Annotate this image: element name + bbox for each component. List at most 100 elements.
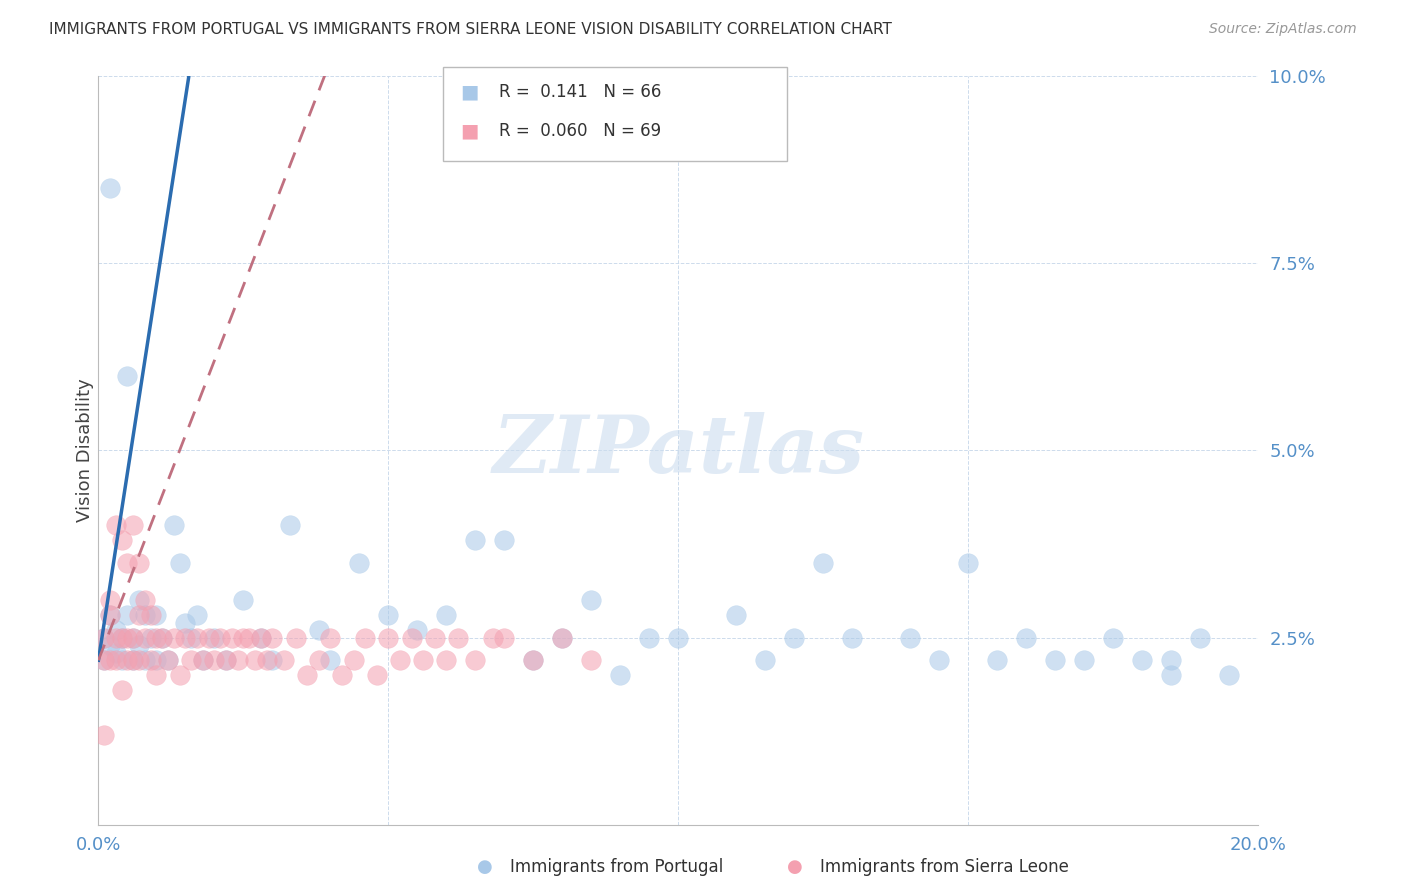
Point — [308, 624, 330, 638]
Point — [609, 668, 631, 682]
Point — [163, 518, 186, 533]
Point — [111, 631, 132, 645]
Text: ●: ● — [786, 858, 803, 876]
Point — [122, 631, 145, 645]
Point — [308, 653, 330, 667]
Point — [243, 653, 266, 667]
Point — [204, 653, 226, 667]
Point — [481, 631, 505, 645]
Point — [250, 631, 273, 645]
Text: ●: ● — [477, 858, 494, 876]
Point — [754, 653, 776, 667]
Point — [134, 608, 156, 623]
Point — [191, 653, 214, 667]
Point — [638, 631, 661, 645]
Point — [841, 631, 863, 645]
Point — [1102, 631, 1125, 645]
Text: Immigrants from Portugal: Immigrants from Portugal — [510, 858, 724, 876]
Point — [226, 653, 249, 667]
Point — [262, 631, 284, 645]
Point — [163, 631, 186, 645]
Point — [238, 631, 260, 645]
Point — [725, 608, 748, 623]
Point — [284, 631, 307, 645]
Point — [186, 631, 208, 645]
Point — [180, 653, 202, 667]
Point — [377, 608, 399, 623]
Point — [128, 593, 150, 607]
Point — [928, 653, 950, 667]
Text: Immigrants from Sierra Leone: Immigrants from Sierra Leone — [820, 858, 1069, 876]
Point — [366, 668, 388, 682]
Point — [551, 631, 574, 645]
Point — [666, 631, 689, 645]
Point — [1073, 653, 1095, 667]
Point — [111, 653, 132, 667]
Point — [436, 608, 458, 623]
Text: IMMIGRANTS FROM PORTUGAL VS IMMIGRANTS FROM SIERRA LEONE VISION DISABILITY CORRE: IMMIGRANTS FROM PORTUGAL VS IMMIGRANTS F… — [49, 22, 891, 37]
Point — [319, 631, 342, 645]
Point — [174, 631, 197, 645]
Point — [1160, 653, 1182, 667]
Point — [209, 631, 232, 645]
Point — [134, 593, 156, 607]
Point — [256, 653, 278, 667]
Point — [900, 631, 922, 645]
Point — [986, 653, 1008, 667]
Point — [93, 631, 115, 645]
Point — [128, 653, 150, 667]
Point — [157, 653, 180, 667]
Point — [412, 653, 434, 667]
Point — [522, 653, 544, 667]
Point — [104, 646, 127, 660]
Point — [204, 631, 226, 645]
Point — [111, 533, 132, 548]
Point — [104, 653, 127, 667]
Point — [139, 631, 162, 645]
Text: ■: ■ — [460, 82, 478, 102]
Point — [551, 631, 574, 645]
Point — [98, 653, 121, 667]
Point — [150, 631, 173, 645]
Point — [388, 653, 412, 667]
Point — [349, 556, 371, 570]
Point — [197, 631, 219, 645]
Point — [406, 624, 429, 638]
Point — [174, 615, 197, 630]
Point — [464, 653, 486, 667]
Point — [436, 653, 458, 667]
Point — [278, 518, 301, 533]
Point — [117, 556, 139, 570]
Point — [354, 631, 377, 645]
Point — [215, 653, 238, 667]
Point — [98, 608, 121, 623]
Point — [93, 631, 115, 645]
Point — [117, 631, 139, 645]
Point — [145, 653, 167, 667]
Point — [401, 631, 423, 645]
Point — [104, 518, 127, 533]
Text: ■: ■ — [460, 121, 478, 141]
Point — [93, 653, 115, 667]
Point — [330, 668, 353, 682]
Point — [157, 653, 180, 667]
Point — [98, 608, 121, 623]
Point — [522, 653, 544, 667]
Point — [145, 631, 167, 645]
Point — [117, 653, 139, 667]
Point — [180, 631, 202, 645]
Point — [581, 593, 603, 607]
Point — [117, 368, 139, 383]
Point — [111, 683, 132, 698]
Point — [145, 608, 167, 623]
Point — [1130, 653, 1153, 667]
Point — [93, 653, 115, 667]
Point — [494, 533, 516, 548]
Point — [1160, 668, 1182, 682]
Point — [104, 631, 127, 645]
Point — [145, 668, 167, 682]
Point — [191, 653, 214, 667]
Text: Source: ZipAtlas.com: Source: ZipAtlas.com — [1209, 22, 1357, 37]
Point — [273, 653, 295, 667]
Point — [1218, 668, 1240, 682]
